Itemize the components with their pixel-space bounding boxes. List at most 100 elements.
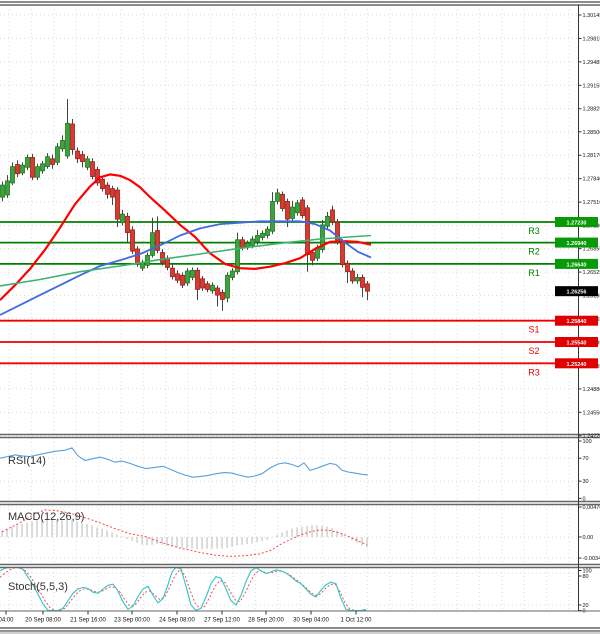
price-axis-label: 1.29815	[583, 36, 600, 42]
price-axis-label: 1.24550	[583, 410, 600, 416]
candle	[355, 276, 360, 282]
support-price-badge-text: 1.25540	[567, 341, 587, 347]
macd-histogram-bar	[351, 537, 353, 541]
macd-histogram-bar	[276, 535, 278, 537]
macd-histogram-bar	[21, 524, 23, 537]
candle	[270, 201, 275, 232]
stoch-axis-label: 100	[583, 569, 592, 575]
rsi-label: RSI(14)	[8, 455, 46, 467]
candle	[30, 156, 35, 178]
macd-histogram-bar	[71, 520, 73, 537]
stoch-label: Stoch(5,5,3)	[8, 581, 68, 593]
macd-histogram-bar	[161, 537, 163, 545]
time-axis-label: 24 Sep 08:00	[159, 618, 195, 624]
macd-histogram-bar	[46, 518, 48, 537]
candle	[95, 169, 100, 184]
candle	[50, 158, 55, 165]
time-axis-label: 23 Sep 00:00	[114, 618, 150, 624]
candle	[180, 274, 185, 286]
support-label-s1: S1	[528, 325, 539, 335]
macd-histogram-bar	[216, 537, 218, 549]
time-axis-label: 27 Sep 12:00	[204, 618, 240, 624]
price-axis-label: 1.28500	[583, 130, 600, 136]
macd-histogram-bar	[221, 537, 223, 549]
macd-histogram-bar	[341, 533, 343, 537]
macd-histogram-bar	[316, 525, 318, 537]
candle	[365, 283, 370, 292]
macd-histogram-bar	[91, 525, 93, 537]
macd-histogram-bar	[326, 526, 328, 537]
stoch-panel: 10080200	[0, 566, 592, 615]
macd-histogram-bar	[306, 526, 308, 537]
candle	[145, 254, 150, 266]
macd-histogram-bar	[231, 537, 233, 547]
price-axis-label: 1.24880	[583, 387, 600, 393]
price-axis-label: 1.30145	[583, 13, 600, 19]
price-axis-label: 1.28170	[583, 153, 600, 159]
time-axis-label: 1 Oct 12:00	[340, 618, 372, 624]
candle	[190, 269, 195, 278]
candle	[345, 262, 350, 273]
macd-histogram-bar	[151, 537, 153, 545]
macd-histogram-bar	[206, 537, 208, 549]
candle	[155, 230, 160, 251]
macd-histogram-bar	[31, 521, 33, 537]
candle	[165, 257, 170, 268]
macd-histogram-bar	[321, 526, 323, 537]
candle	[90, 161, 95, 177]
candle	[290, 206, 295, 219]
candle	[285, 201, 290, 220]
resistance-label-r2: R2	[528, 247, 540, 257]
macd-histogram-bar	[76, 521, 78, 537]
macd-histogram-bar	[101, 528, 103, 537]
gridlines	[0, 5, 578, 611]
macd-histogram-bar	[226, 537, 228, 548]
price-axis-label: 1.27510	[583, 200, 600, 206]
resistance-price-badge	[555, 237, 598, 248]
stoch-axis-label: 20	[583, 603, 589, 609]
candle	[305, 207, 310, 256]
macd-histogram-bar	[141, 537, 143, 545]
candle	[260, 232, 265, 239]
macd-axis-label: 0.004709	[583, 505, 600, 511]
macd-histogram-bar	[131, 537, 133, 541]
candle	[85, 158, 90, 168]
macd-histogram-bar	[236, 537, 238, 546]
ma-medium-blue	[0, 220, 372, 316]
macd-histogram-bar	[86, 524, 88, 537]
support-label-r3: R3	[528, 367, 540, 377]
price-axis-label: 1.27840	[583, 177, 600, 183]
candle	[65, 122, 70, 157]
candle	[60, 139, 65, 150]
candle	[130, 229, 135, 252]
macd-histogram-bar	[201, 537, 203, 550]
macd-histogram-bar	[61, 520, 63, 537]
time-axis: 04:00 20 Sep 08:00 21 Sep 16:00 23 Sep 00:0…	[0, 611, 372, 624]
macd-histogram-bar	[146, 537, 148, 546]
candle	[35, 166, 40, 178]
candle	[300, 199, 305, 217]
macd-histogram-bar	[241, 537, 243, 545]
resistance-label-r3: R3	[528, 226, 540, 236]
rsi-panel: 100 70 30 0	[0, 439, 592, 502]
candle	[40, 163, 45, 172]
candle	[275, 192, 280, 202]
candle	[150, 232, 155, 256]
candle	[265, 228, 270, 236]
rsi-axis-label: 70	[583, 456, 589, 462]
candle	[320, 224, 325, 251]
resistance-price-badge-text: 1.26640	[567, 262, 587, 268]
bottom-strip	[0, 631, 600, 634]
candle	[185, 270, 190, 284]
candle	[80, 154, 85, 163]
candle	[200, 278, 205, 289]
macd-histogram-bar	[266, 537, 268, 540]
macd-histogram-bar	[196, 537, 198, 550]
candle	[110, 188, 115, 198]
macd-histogram-bar	[261, 537, 263, 541]
price-level-badges: 1.27230 1.26940 1.26640 1.25840 1.25540 1.252…	[555, 217, 598, 369]
candle	[255, 235, 260, 243]
macd-histogram-bar	[171, 537, 173, 547]
